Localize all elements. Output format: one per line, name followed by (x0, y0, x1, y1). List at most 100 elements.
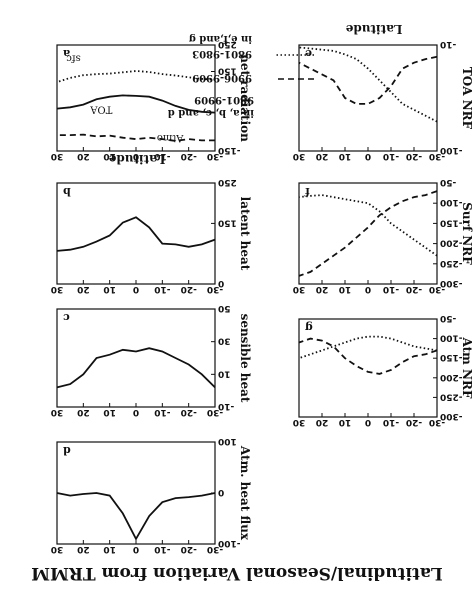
x-tick-label: 30 (51, 544, 64, 554)
y-axis-label: Surf NRF (460, 202, 474, 265)
x-tick-label: 30 (293, 417, 306, 427)
panel-f: -30-20-100102030-300-250-200-150-100-50S… (293, 177, 474, 294)
legend-entry-label-solid: 9801-9909 (194, 94, 254, 105)
x-tick-label: -10 (154, 151, 170, 161)
x-tick-label: 0 (133, 407, 139, 417)
series-line-dotted (298, 194, 438, 257)
x-tick-label: -10 (383, 417, 399, 427)
x-tick-label: 30 (51, 151, 64, 161)
x-tick-label: 0 (133, 284, 139, 294)
latitude-label-left: Latitude (108, 152, 165, 166)
x-tick-label: -20 (181, 284, 197, 294)
x-tick-label: -30 (429, 417, 445, 427)
x-tick-label: -30 (207, 407, 223, 417)
x-tick-label: 30 (293, 151, 306, 161)
annotation-toa: TOA (89, 103, 112, 114)
panel-letter: f (304, 185, 310, 198)
x-tick-label: 20 (77, 151, 90, 161)
y-tick-label: 30 (218, 336, 231, 346)
series-line-dashed (298, 55, 438, 105)
y-tick-label: -200 (440, 238, 463, 248)
y-tick-label: 0 (218, 487, 224, 497)
y-tick-label: -300 (440, 278, 463, 288)
x-tick-label: -20 (406, 284, 422, 294)
series-line-solid (56, 492, 216, 541)
y-tick-label: -250 (440, 391, 463, 401)
y-tick-label: -100 (440, 333, 463, 343)
y-tick-label: -250 (440, 258, 463, 268)
x-tick-label: 10 (103, 544, 116, 554)
x-tick-label: 10 (339, 284, 352, 294)
x-tick-label: 10 (103, 151, 116, 161)
y-tick-label: 250 (218, 177, 237, 187)
figure-rotated-group: Latitudinal/Seasonal Variation from TRMM… (31, 22, 474, 583)
panel-letter: g (305, 321, 313, 334)
panel-frame (298, 182, 438, 285)
panel-letter: a (63, 47, 70, 60)
y-tick-label: 150 (218, 66, 237, 76)
y-tick-label: -100 (440, 197, 463, 207)
panel-c: -30 -20 -10 0 10 20 30 -10 10 30 50 sensible heat c (51, 303, 252, 417)
series-line-solid (56, 216, 216, 252)
panel-letter: b (63, 185, 71, 198)
legend-entry-label-dashed: 9906-9909 (192, 72, 252, 83)
y-tick-label: -50 (440, 177, 456, 187)
figure-title: Latitudinal/Seasonal Variation from TRMM (31, 563, 443, 583)
y-tick-label: 10 (218, 368, 231, 378)
y-axis-label: sensible heat (238, 314, 252, 403)
y-tick-label: 50 (218, 303, 231, 313)
x-tick-label: -10 (383, 151, 399, 161)
x-tick-label: -10 (154, 284, 170, 294)
y-tick-label: -10 (218, 401, 234, 411)
x-tick-label: 10 (339, 151, 352, 161)
x-tick-label: -10 (154, 407, 170, 417)
y-axis-label: latent heat (238, 197, 252, 271)
x-tick-label: -20 (181, 151, 197, 161)
x-tick-label: 20 (77, 544, 90, 554)
annotation-atmo: Atmo (157, 132, 185, 143)
legend-note-bottom: in a, b, c, and d (168, 107, 254, 118)
x-tick-label: -10 (154, 544, 170, 554)
y-tick-label: 150 (218, 217, 237, 227)
y-tick-label: -50 (440, 313, 456, 323)
y-axis-label: Atm. heat flux (238, 445, 252, 541)
x-tick-label: 20 (316, 417, 329, 427)
x-tick-label: -30 (429, 284, 445, 294)
y-tick-label: -10 (440, 39, 456, 49)
legend-entry-label-dotted: 9801-9803 (192, 48, 252, 59)
x-tick-label: 0 (365, 151, 371, 161)
x-tick-label: 0 (133, 151, 139, 161)
x-tick-label: 30 (51, 284, 64, 294)
latitude-label-right: Latitude (345, 22, 402, 36)
x-tick-label: 30 (293, 284, 306, 294)
x-tick-label: -30 (207, 284, 223, 294)
y-tick-label: -150 (218, 145, 241, 155)
x-tick-label: 20 (77, 407, 90, 417)
series-line-dashed (298, 337, 438, 375)
y-tick-label: -150 (440, 217, 463, 227)
panel-frame (298, 44, 438, 152)
panel-letter: e (305, 47, 312, 60)
series-line-dotted (298, 46, 438, 123)
x-tick-label: -30 (207, 151, 223, 161)
y-tick-label: 250 (218, 39, 237, 49)
panel-frame (298, 318, 438, 418)
y-axis-label: TOA NRF (460, 67, 474, 130)
x-tick-label: 20 (77, 284, 90, 294)
x-tick-label: -30 (429, 151, 445, 161)
x-tick-label: -20 (181, 407, 197, 417)
y-tick-label: -100 (218, 538, 241, 548)
y-tick-label: -100 (440, 145, 463, 155)
x-tick-label: -10 (383, 284, 399, 294)
x-tick-label: 10 (339, 417, 352, 427)
x-tick-label: 20 (316, 284, 329, 294)
panel-frame (56, 441, 216, 545)
y-tick-label: -200 (440, 372, 463, 382)
y-tick-label: -300 (440, 411, 463, 421)
x-tick-label: -20 (406, 151, 422, 161)
